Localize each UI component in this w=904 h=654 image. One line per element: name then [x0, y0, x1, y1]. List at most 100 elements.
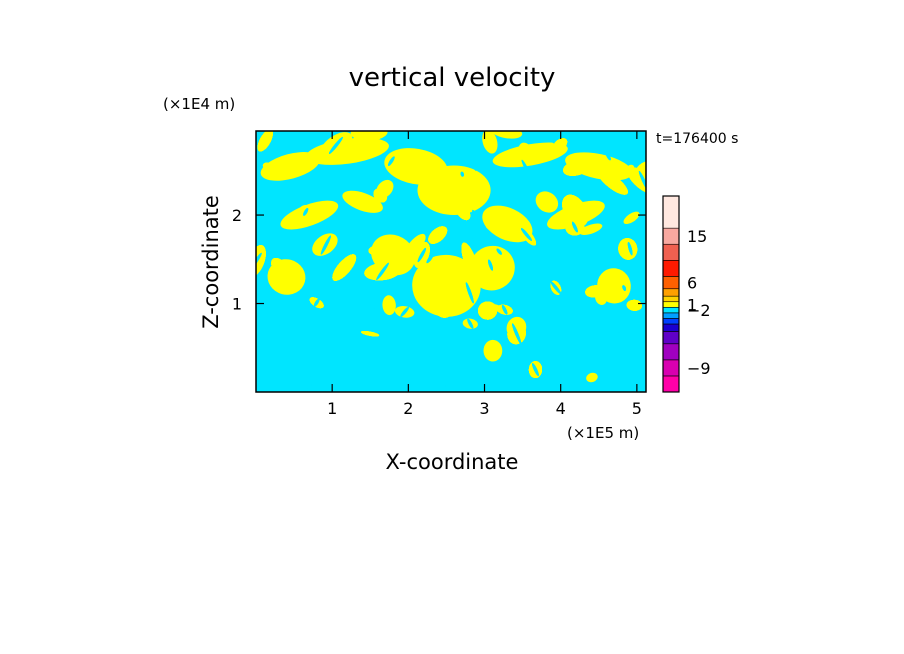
field-streak-negative	[548, 134, 555, 144]
x-unit-label: (×1E5 m)	[567, 424, 639, 442]
field-streak-positive	[428, 226, 448, 244]
field-streak-negative	[615, 323, 622, 334]
colorbar-band	[662, 260, 680, 277]
y-tick-label: 2	[232, 206, 242, 225]
field-streak-positive	[477, 258, 492, 272]
field-streak-positive	[271, 257, 288, 277]
field-streak-negative	[465, 282, 474, 304]
y-tick-label: 1	[232, 295, 242, 314]
field-streak-positive	[535, 191, 559, 213]
field-streak-positive	[478, 301, 498, 320]
colorbar-band	[662, 301, 680, 308]
field-streak-positive	[490, 131, 523, 139]
field-streak-negative	[417, 247, 426, 263]
colorbar-band	[662, 331, 680, 345]
field-streak-positive	[585, 285, 605, 298]
field-streak-negative	[277, 320, 282, 326]
x-axis-label: X-coordinate	[386, 450, 519, 474]
field-streak-negative	[400, 306, 409, 317]
x-tick-label: 3	[479, 399, 489, 418]
field-streak-positive	[562, 194, 589, 227]
field-streak-positive	[373, 188, 388, 203]
field-streak-negative	[303, 208, 309, 216]
colorbar: −9 −21 6 15	[662, 195, 711, 393]
field-streak-negative	[638, 170, 646, 192]
plot-frame	[255, 130, 647, 393]
field-streak-positive	[483, 339, 503, 362]
colorbar-tick-label: −9	[687, 359, 711, 378]
field-streak-negative	[337, 373, 349, 388]
chart-title: vertical velocity	[349, 63, 556, 93]
colorbar-band	[662, 195, 680, 229]
x-tick-label: 5	[632, 399, 642, 418]
colorbar-band	[662, 288, 680, 297]
field-streak-positive	[551, 138, 568, 153]
colorbar-band	[662, 243, 680, 261]
field-streak-negative	[512, 323, 522, 344]
field-streak-negative	[539, 298, 546, 308]
field-streak-negative	[605, 152, 611, 161]
field-streak-negative	[641, 146, 646, 162]
field-streak-negative	[521, 159, 533, 180]
colorbar-tick-label: 6	[687, 274, 697, 293]
field-streak-negative	[443, 378, 450, 391]
field-streak-negative	[305, 196, 313, 205]
field-streak-negative	[467, 318, 474, 329]
colorbar-band	[662, 318, 680, 325]
field-streak-negative	[639, 295, 646, 306]
colorbar-tick-label: −2	[687, 301, 711, 320]
field-streak-positive	[563, 159, 590, 176]
field-streak-negative	[429, 337, 439, 357]
colorbar-band	[662, 312, 680, 319]
field-streak-negative	[426, 254, 434, 264]
colorbar-tick-label: 1	[687, 296, 697, 315]
colorbar-tick-label: 15	[687, 227, 707, 246]
field-streak-positive	[348, 132, 363, 152]
field-streak-positive	[597, 169, 628, 195]
field-streak-negative	[311, 131, 325, 140]
field-streak-negative	[313, 298, 320, 307]
field-streak-positive	[404, 233, 426, 258]
field-streak-negative	[627, 242, 633, 256]
field-streak-positive	[623, 211, 640, 225]
field-streak-positive	[626, 299, 643, 311]
field-streak-negative	[377, 345, 387, 356]
field-streak-negative	[329, 136, 343, 154]
field-streak-negative	[612, 215, 621, 229]
field-streak-positive	[482, 131, 498, 154]
y-unit-label: (×1E4 m)	[163, 95, 235, 113]
field-streak-negative	[441, 339, 451, 353]
field-streak-negative	[407, 131, 416, 142]
heatmap-field	[256, 131, 646, 392]
field-streak-negative	[471, 159, 477, 171]
field-streak-negative	[320, 235, 331, 255]
y-axis: 12	[232, 206, 646, 314]
field-streak-negative	[386, 328, 391, 336]
colorbar-band	[662, 295, 680, 303]
colorbar-band	[662, 375, 680, 393]
field-streak-negative	[496, 248, 502, 255]
field-streak-negative	[622, 285, 627, 291]
field-streak-negative	[369, 305, 379, 317]
colorbar-band	[662, 227, 680, 245]
colorbar-band	[662, 276, 680, 290]
colorbar-frame	[662, 195, 680, 393]
field-streak-negative	[372, 161, 383, 177]
field-streak-negative	[549, 361, 555, 373]
time-label: t=176400 s	[656, 131, 738, 147]
field-streak-negative	[532, 363, 539, 377]
field-streak-positive	[382, 295, 396, 316]
field-streak-positive	[586, 372, 598, 383]
field-blobs	[256, 131, 646, 392]
x-tick-label: 2	[403, 399, 413, 418]
field-streak-negative	[572, 221, 578, 233]
field-streak-negative	[567, 278, 574, 295]
field-streak-positive	[368, 242, 403, 257]
field-streak-negative	[310, 272, 324, 289]
field-streak-positive	[485, 218, 498, 230]
field-streak-negative	[582, 269, 590, 277]
field-streak-positive	[361, 331, 380, 337]
field-streak-negative	[521, 228, 532, 241]
field-streak-negative	[388, 156, 395, 166]
